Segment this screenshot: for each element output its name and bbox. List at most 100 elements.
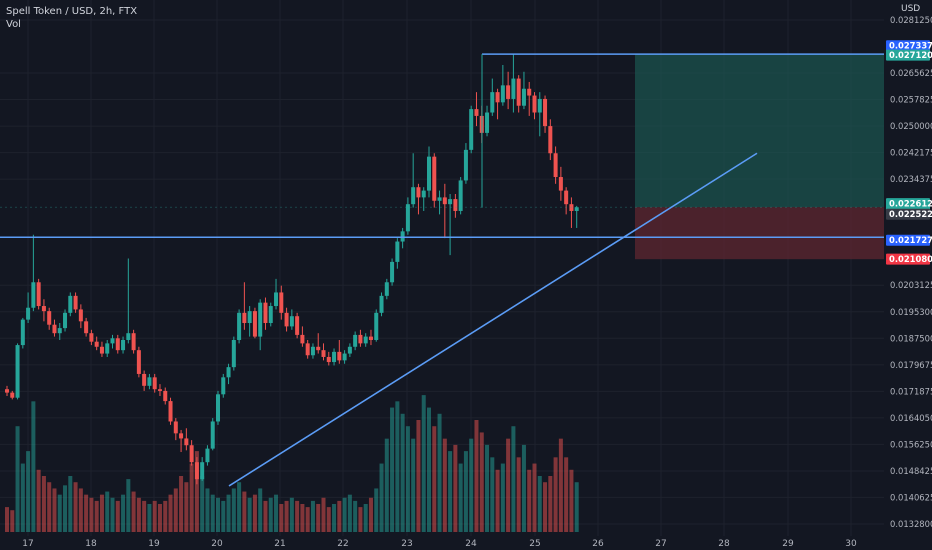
volume-bar: [310, 500, 315, 532]
price-tag: [886, 234, 930, 246]
candle-body: [247, 311, 252, 324]
volume-bar: [300, 504, 305, 532]
candle-body: [221, 377, 226, 395]
candle-body: [152, 377, 157, 390]
volume-bar: [26, 451, 31, 532]
volume-bar: [421, 395, 426, 532]
price-tick-label: 0.0140625: [890, 492, 932, 502]
date-tick-label: 22: [337, 539, 348, 549]
volume-bar: [263, 500, 268, 532]
candle-body: [63, 312, 68, 329]
price-tick-label: 0.0250000: [890, 121, 932, 131]
candle-body: [426, 156, 432, 191]
candle-body: [31, 282, 36, 308]
candle-body: [347, 346, 352, 354]
time-axis-panel[interactable]: [0, 536, 932, 550]
volume-bar: [115, 500, 120, 532]
drawing-overlays: [0, 53, 884, 487]
candle-body: [448, 199, 453, 205]
volume-bar: [521, 444, 526, 532]
volume-bar: [284, 500, 289, 532]
volume-bar: [405, 426, 410, 532]
price-tick-label: 0.0187500: [890, 333, 932, 343]
volume-bar: [395, 401, 400, 532]
volume-bar: [543, 482, 548, 532]
volume-bar: [474, 420, 479, 532]
volume-bar: [564, 457, 569, 532]
volume-bar: [105, 491, 110, 532]
candle-body: [274, 292, 279, 307]
candle-body: [168, 401, 173, 422]
price-axis[interactable]: 0.0281250 0.0265625 0.0257825 0.0250000 0.02…: [890, 15, 932, 529]
volume-bar: [500, 463, 505, 532]
candle-body: [163, 390, 168, 402]
date-tick-label: 20: [211, 539, 223, 549]
symbol-title[interactable]: Spell Token / USD, 2h, FTX: [6, 6, 138, 17]
candle-body: [258, 302, 263, 337]
price-tag-label: 0.0225225: [889, 209, 932, 219]
price-tick-label: 0.0257825: [890, 95, 932, 105]
price-tag-label: 0.0226125: [889, 199, 932, 209]
candle-body: [511, 78, 516, 99]
candle-body: [89, 333, 94, 342]
candle-body: [179, 433, 184, 439]
volume-bar: [453, 444, 458, 532]
price-tag: [886, 40, 930, 52]
candle-body: [205, 448, 210, 463]
volume-bar: [337, 500, 342, 532]
volume-bar: [353, 500, 358, 532]
price-tick-label: 0.0203125: [890, 280, 932, 290]
price-axis-panel[interactable]: [884, 0, 932, 536]
volume-bar: [41, 476, 46, 532]
candle-body: [189, 445, 194, 463]
volume-bar: [416, 420, 421, 532]
volume-bar: [274, 494, 279, 532]
candle-body: [437, 197, 442, 201]
candle-body: [490, 92, 495, 113]
candle-body: [569, 204, 574, 211]
candle-body: [458, 180, 463, 211]
candle-body: [94, 341, 99, 347]
volume-bar: [142, 500, 147, 532]
volume-indicator-label[interactable]: Vol: [6, 19, 21, 30]
date-tick-label: 26: [592, 539, 604, 549]
candle-body: [537, 98, 542, 113]
volume-bar: [173, 488, 178, 532]
candle-body: [558, 177, 563, 191]
time-axis[interactable]: 17 18 19 20 21 22 23 24 25 26 27 28 29 30: [22, 539, 857, 549]
candle-body: [73, 295, 78, 310]
volume-bar: [63, 485, 68, 532]
volume-bar: [110, 497, 115, 532]
candle-body: [553, 153, 558, 178]
volume-bar: [558, 438, 563, 532]
volume-bar: [205, 488, 210, 532]
candle-body: [36, 282, 41, 307]
volume-bar: [532, 463, 537, 532]
candle-body: [516, 78, 521, 106]
volume-bar: [268, 497, 273, 532]
candle-body: [147, 377, 152, 386]
volume-bar: [258, 488, 263, 532]
candle-body: [52, 324, 57, 334]
price-tick-label: 0.0164050: [890, 413, 932, 423]
volume-bar: [289, 497, 294, 532]
candle-body: [532, 95, 537, 113]
date-tick-label: 23: [401, 539, 412, 549]
candle-body: [506, 85, 511, 99]
volume-bar: [242, 491, 247, 532]
candle-body: [384, 282, 389, 296]
volume-bar: [4, 507, 10, 532]
candle-body: [252, 311, 257, 337]
volume-bar: [374, 488, 379, 532]
candle-body: [574, 207, 579, 211]
candle-body: [136, 350, 141, 374]
volume-bar: [384, 438, 389, 532]
candle-body: [326, 356, 331, 363]
candle-body: [231, 339, 236, 368]
candle-body: [353, 334, 358, 347]
volume-bar: [20, 463, 25, 532]
candle-body: [543, 98, 548, 127]
candle-body: [131, 333, 136, 351]
